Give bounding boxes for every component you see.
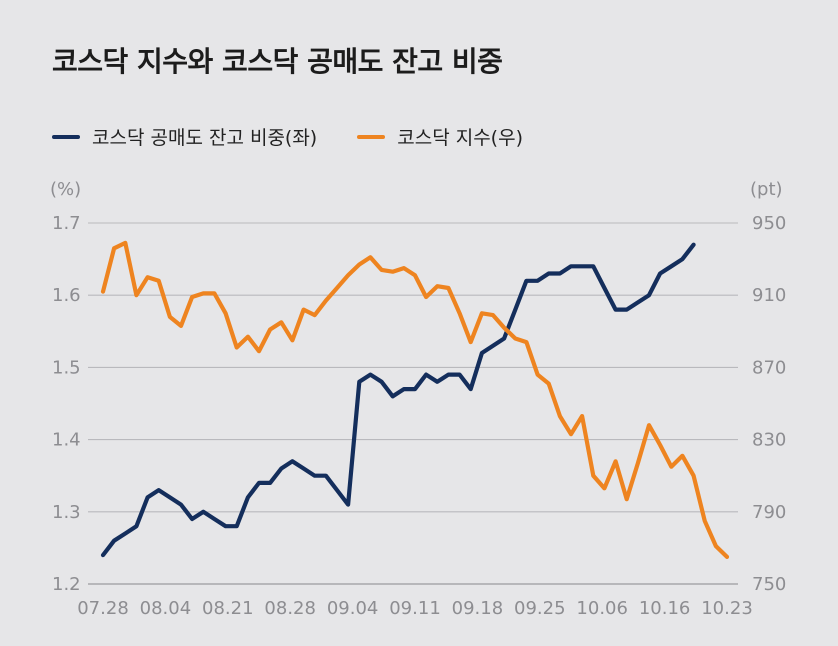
x-tick-label: 09.04	[327, 598, 379, 619]
legend-item-short-balance: 코스닥 공매도 잔고 비중(좌)	[52, 123, 317, 150]
left-tick-label: 1.3	[52, 502, 81, 523]
legend-label-kosdaq-index: 코스닥 지수(우)	[397, 127, 523, 149]
x-tick-label: 10.23	[701, 598, 753, 619]
right-tick-label: 750	[752, 574, 786, 595]
right-tick-label: 910	[752, 285, 786, 306]
x-tick-label: 08.04	[140, 598, 192, 619]
left-tick-label: 1.2	[52, 574, 81, 595]
legend-swatch-kosdaq-index	[357, 134, 386, 139]
x-tick-label: 09.18	[452, 598, 504, 619]
legend: 코스닥 공매도 잔고 비중(좌) 코스닥 지수(우)	[52, 123, 563, 150]
x-tick-label: 09.25	[514, 598, 566, 619]
left-tick-label: 1.7	[52, 213, 81, 234]
x-tick-label: 08.21	[202, 598, 254, 619]
grid-lines	[88, 222, 738, 585]
right-tick-label: 870	[752, 357, 786, 378]
x-tick-label: 10.06	[576, 598, 628, 619]
left-axis-unit: (%)	[50, 179, 81, 200]
chart-title: 코스닥 지수와 코스닥 공매도 잔고 비중	[52, 45, 503, 78]
x-axis: 07.28 08.04 08.21 08.28 09.04 09.11 09.18 09.25…	[77, 598, 753, 619]
x-tick-label: 07.28	[77, 598, 129, 619]
legend-swatch-short-balance	[52, 134, 80, 139]
legend-item-kosdaq-index: 코스닥 지수(우)	[357, 123, 523, 150]
series-layer	[100, 240, 730, 560]
left-tick-label: 1.5	[52, 357, 81, 378]
right-axis: 950 910 870 830 790 750 (pt)	[750, 179, 786, 595]
left-tick-label: 1.4	[52, 430, 81, 451]
right-axis-unit: (pt)	[750, 179, 783, 200]
x-tick-label: 10.16	[639, 598, 691, 619]
left-tick-label: 1.6	[52, 285, 81, 306]
x-tick-label: 08.28	[264, 598, 316, 619]
left-axis: 1.7 1.6 1.5 1.4 1.3 1.2 (%)	[50, 179, 81, 595]
series-line-kosdaq-index	[100, 240, 730, 560]
right-tick-label: 790	[752, 502, 786, 523]
right-tick-label: 950	[752, 213, 786, 234]
legend-label-short-balance: 코스닥 공매도 잔고 비중(좌)	[92, 127, 318, 149]
x-tick-label: 09.11	[389, 598, 441, 619]
right-tick-label: 830	[752, 430, 786, 451]
series-line-short-balance	[100, 242, 696, 558]
